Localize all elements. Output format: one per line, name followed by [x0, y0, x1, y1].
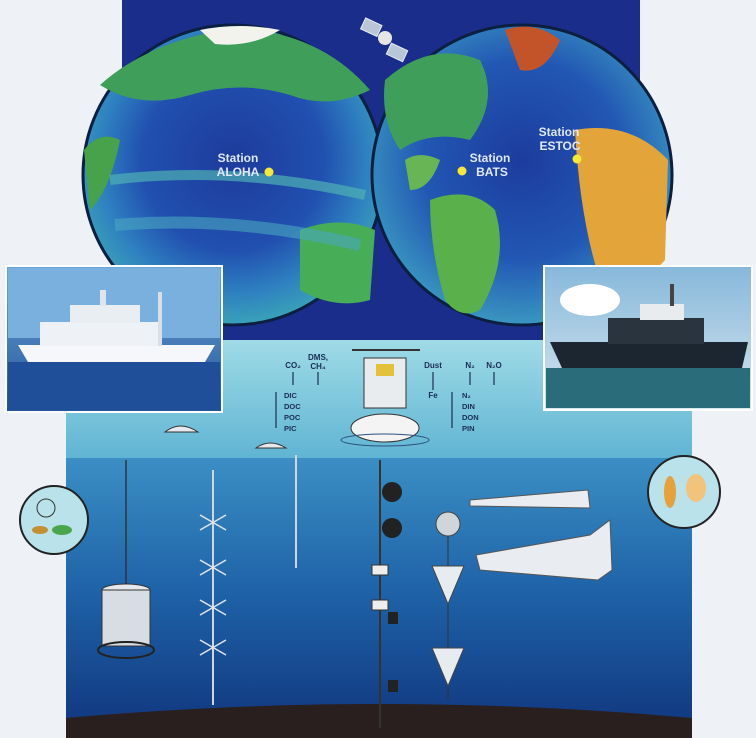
atlantic-globe [370, 23, 674, 327]
microbe-inset [19, 485, 89, 555]
flux-dust-label: Dust [424, 361, 442, 370]
station-aloha-line1: Station [218, 151, 259, 165]
trawl-nets [469, 489, 613, 581]
station-bats-line1: Station [470, 151, 511, 165]
flux-dms-label: DMS, [308, 353, 328, 362]
station-aloha-line2: ALOHA [217, 165, 260, 179]
zooplankton-inset [647, 455, 721, 529]
ctd-rosette [97, 460, 155, 659]
carbon-pool-poc: POC [284, 413, 301, 422]
station-estoc: Station ESTOC [539, 125, 582, 164]
station-estoc-line2: ESTOC [539, 139, 580, 153]
flux-n2o-label: N₂O [486, 361, 502, 370]
flux-n2-label: N₂ [465, 361, 475, 370]
station-bats-line2: BATS [476, 165, 508, 179]
station-bats-dot [457, 166, 467, 176]
mooring-line-main [371, 460, 402, 728]
mooring-buoy [340, 349, 430, 447]
carbon-pool-pic: PIC [284, 424, 297, 433]
sediment-trap-array [199, 455, 297, 705]
nitrogen-pool-pin: PIN [462, 424, 475, 433]
station-aloha: Station ALOHA [217, 151, 274, 179]
research-vessel-left-photo [5, 265, 223, 413]
research-vessel-right-photo [543, 265, 753, 411]
carbon-pool-doc: DOC [284, 402, 301, 411]
flux-fe-label: Fe [428, 391, 438, 400]
surface-drifters [163, 425, 288, 449]
flux-co2-label: CO₂ [285, 361, 301, 370]
satellite-icon [359, 17, 409, 63]
station-aloha-dot [264, 167, 274, 177]
nitrogen-pool-n2: N₂ [462, 391, 471, 400]
station-estoc-dot [572, 154, 582, 164]
station-estoc-line1: Station [539, 125, 580, 139]
plankton-nets [431, 511, 465, 700]
pacific-globe [81, 23, 385, 327]
flux-ch4-label: CH₄ [310, 362, 326, 371]
flux-arrows [275, 372, 495, 428]
nitrogen-pool-don: DON [462, 413, 479, 422]
carbon-pool-list: DIC DOC POC PIC [284, 391, 301, 433]
carbon-pool-dic: DIC [284, 391, 298, 400]
nitrogen-pool-din: DIN [462, 402, 475, 411]
nitrogen-pool-list: N₂ DIN DON PIN [462, 391, 479, 433]
station-bats: Station BATS [457, 151, 511, 179]
